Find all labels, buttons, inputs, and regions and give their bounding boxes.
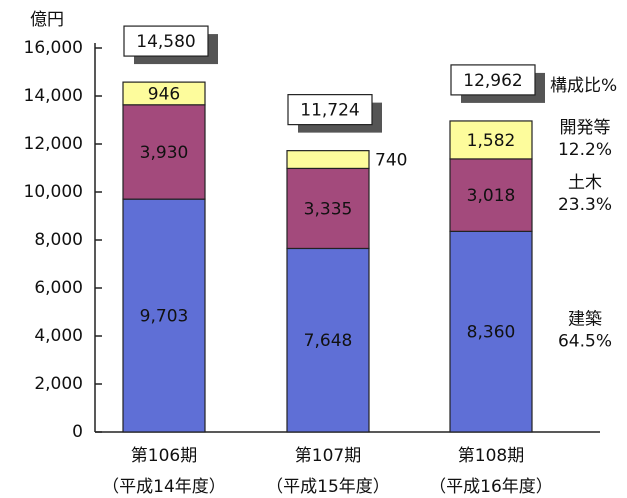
bar-segment <box>122 81 206 106</box>
y-unit: 億円 <box>30 10 64 30</box>
total-box <box>450 64 536 96</box>
total-label: 12,962 <box>463 71 522 91</box>
share-label: 64.5% <box>558 332 612 352</box>
bar-segment <box>449 230 533 433</box>
value-label: 8,360 <box>467 323 516 343</box>
total-label: 11,724 <box>300 101 359 121</box>
value-label: 740 <box>375 151 407 171</box>
legend-name: 土木 <box>568 173 602 193</box>
legend-name: 建築 <box>568 310 602 330</box>
share-title: 構成比% <box>550 76 617 96</box>
y-tick-label: 12,000 <box>24 134 83 154</box>
y-tick-label: 6,000 <box>34 278 83 298</box>
value-label: 7,648 <box>304 331 353 351</box>
x-tick-note: （平成15年度） <box>266 477 390 497</box>
bar-segment <box>286 150 370 170</box>
value-label: 9,703 <box>140 307 189 327</box>
value-label: 3,930 <box>140 143 189 163</box>
y-tick-label: 8,000 <box>34 230 83 250</box>
value-label: 3,335 <box>304 199 353 219</box>
bar-segment <box>286 247 370 433</box>
total-box <box>287 94 373 126</box>
total-box <box>123 25 209 57</box>
y-tick-label: 10,000 <box>24 182 83 202</box>
share-label: 12.2% <box>558 140 612 160</box>
bar-segment <box>122 104 206 200</box>
y-tick-label: 2,000 <box>34 374 83 394</box>
x-tick-label: 第106期 <box>131 446 197 466</box>
legend-name: 開発等 <box>560 118 611 138</box>
bar-segment <box>286 167 370 250</box>
bar-segment <box>449 120 533 160</box>
x-tick-label: 第108期 <box>458 446 524 466</box>
x-tick-note: （平成14年度） <box>102 477 226 497</box>
bar-segment <box>449 158 533 232</box>
x-tick-label: 第107期 <box>295 446 361 466</box>
y-tick-label: 16,000 <box>24 38 83 58</box>
total-label: 14,580 <box>136 32 195 52</box>
value-label: 3,018 <box>467 186 516 206</box>
y-tick-label: 4,000 <box>34 326 83 346</box>
value-label: 1,582 <box>467 131 516 151</box>
share-label: 23.3% <box>558 195 612 215</box>
value-label: 946 <box>148 84 180 104</box>
bar-segment <box>122 198 206 433</box>
y-tick-label: 0 <box>72 422 83 442</box>
y-tick-label: 14,000 <box>24 86 83 106</box>
x-tick-note: （平成16年度） <box>429 477 553 497</box>
